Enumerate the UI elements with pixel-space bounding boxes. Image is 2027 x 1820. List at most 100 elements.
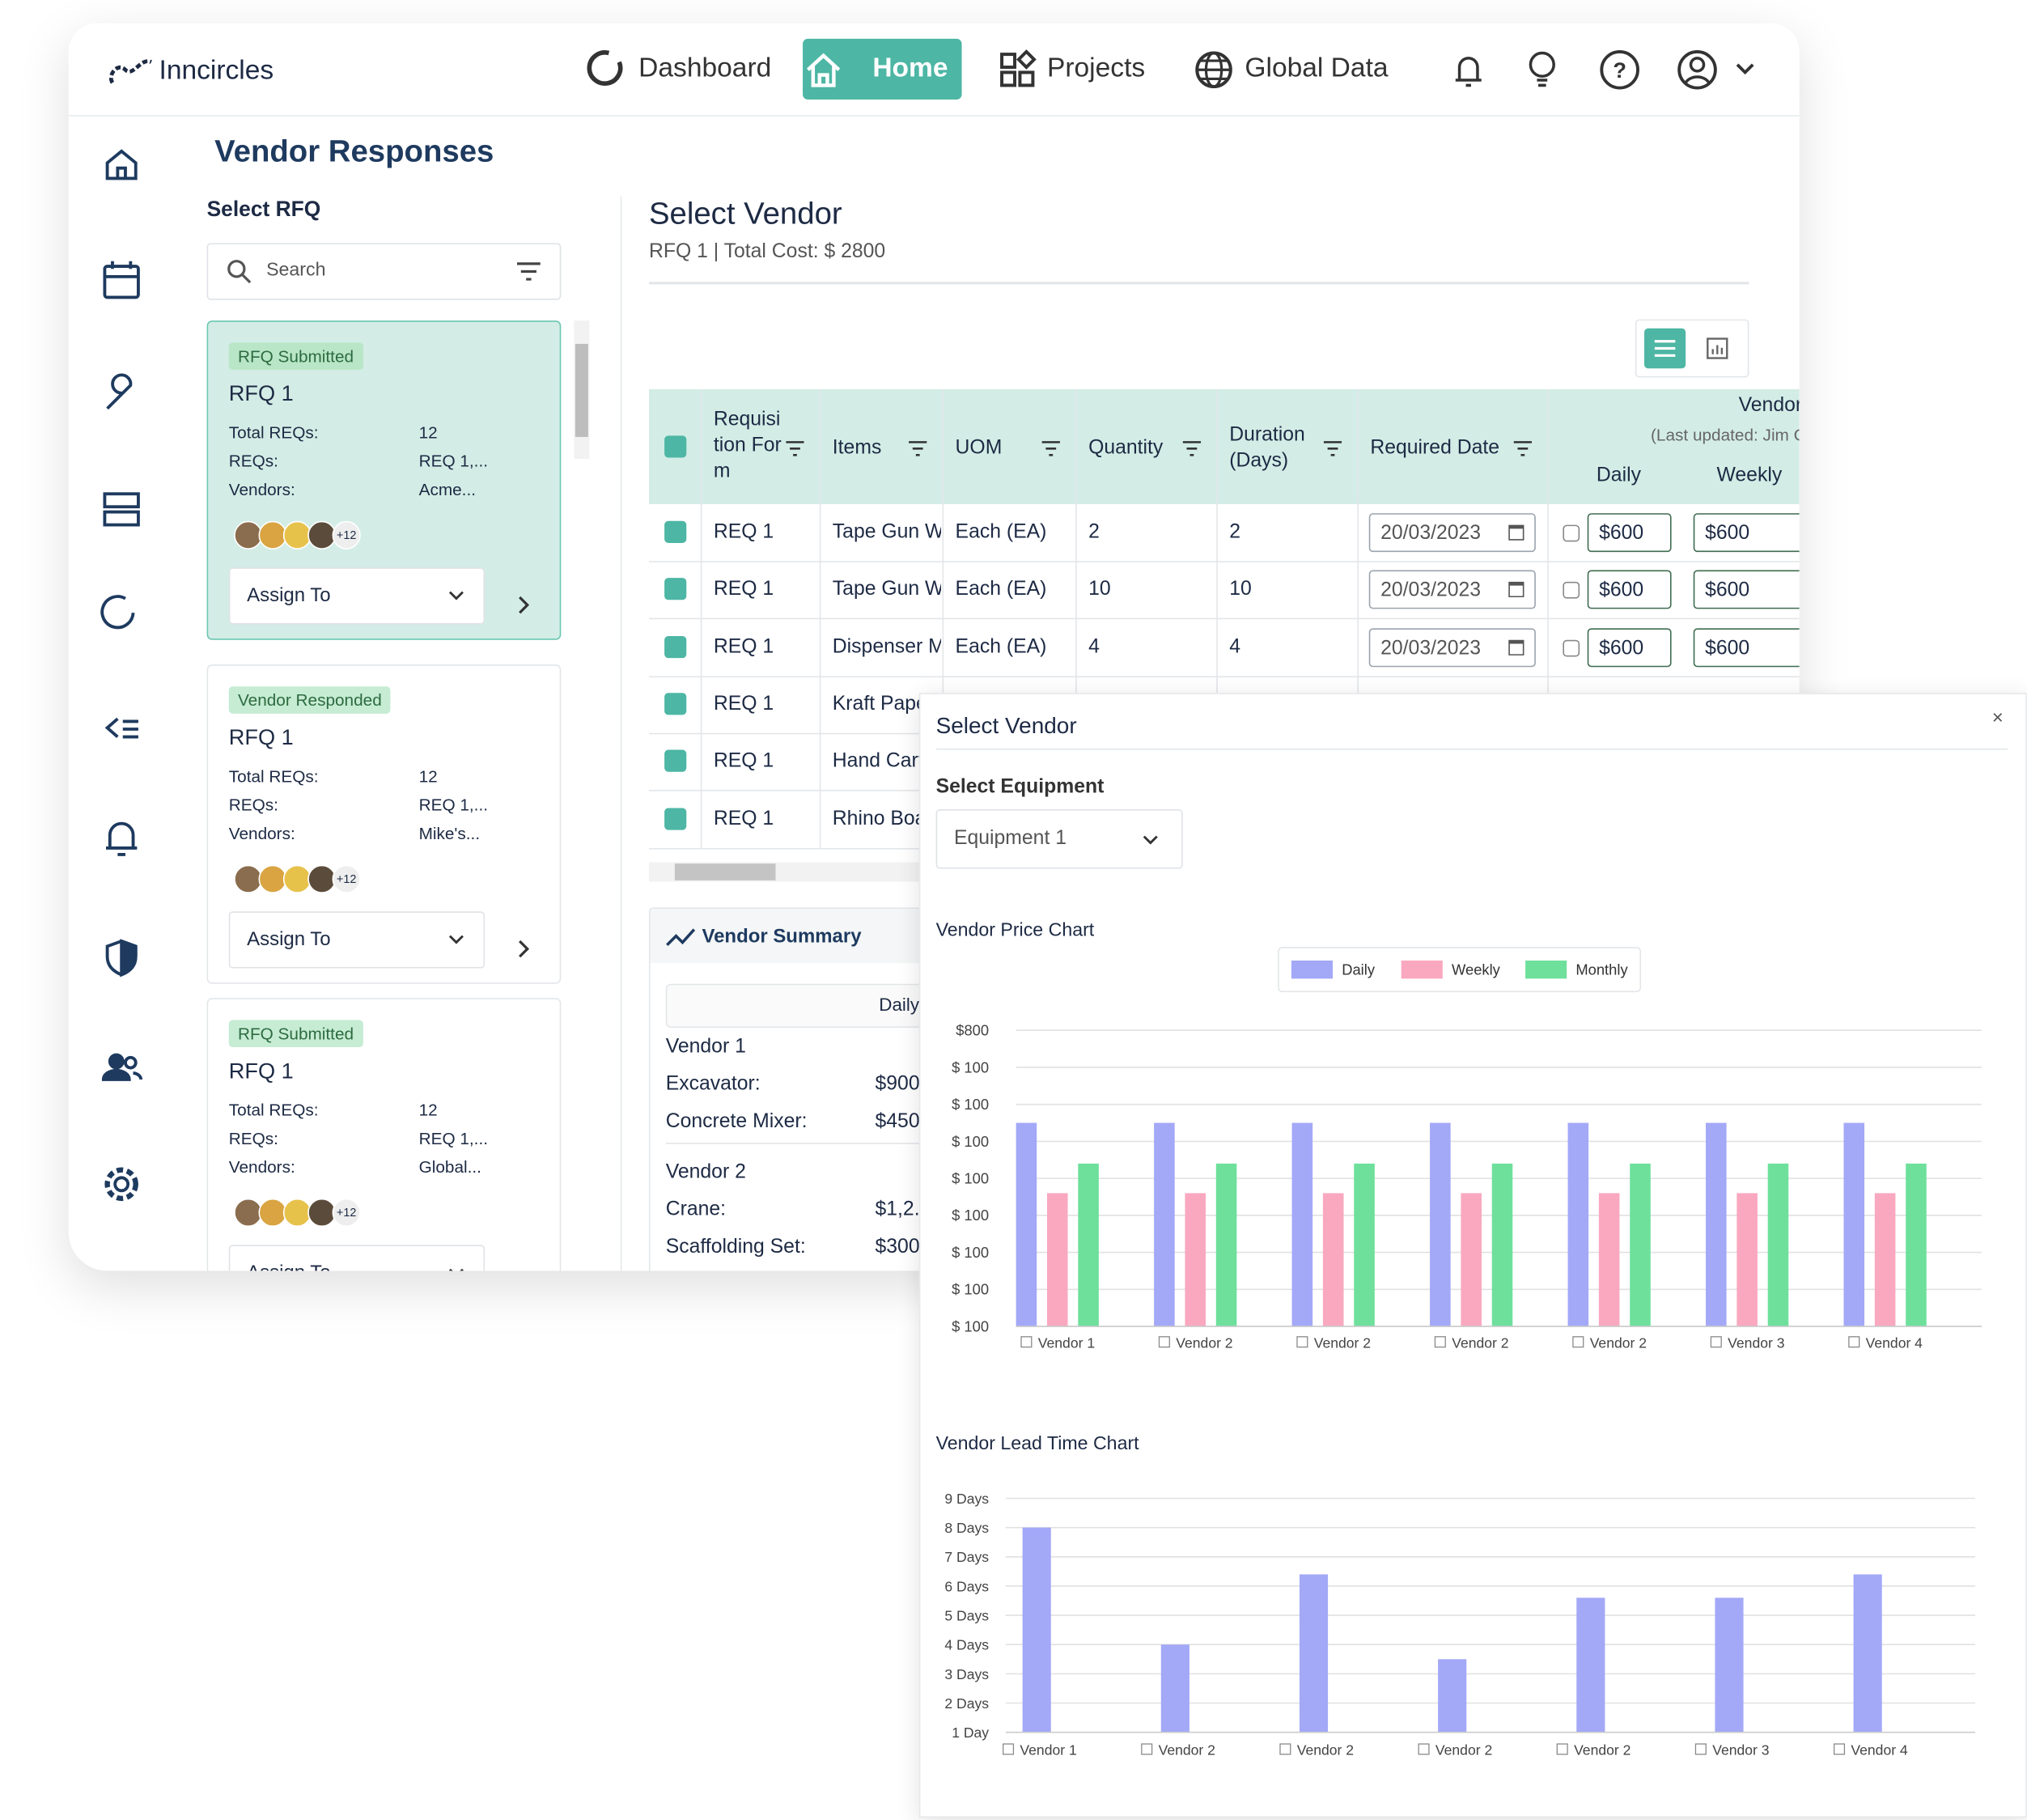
equipment-dropdown[interactable]: Equipment 1 (935, 809, 1183, 869)
nav-item[interactable]: Global Data (1245, 53, 1389, 83)
field-value: 12 (418, 766, 438, 787)
bar (1354, 1163, 1375, 1327)
y-tick-label: 9 Days (944, 1491, 989, 1507)
price-input[interactable]: $600 (1693, 627, 1800, 667)
price-input[interactable]: $600 (1693, 513, 1800, 553)
field-label: Total REQs: (228, 422, 319, 443)
checkbox[interactable] (664, 635, 687, 658)
table-header-bg (648, 388, 1800, 505)
h-scrollbar[interactable] (648, 862, 921, 882)
bar (1706, 1122, 1727, 1327)
next-arrow[interactable] (515, 939, 531, 960)
vendor-summary: Vendor Summary Daily Vendor 1 Excavator: $… (648, 907, 962, 1271)
x-tick-label: Vendor 1 (1020, 1742, 1076, 1758)
field-label: REQs: (228, 451, 278, 471)
field-label: Vendors: (228, 479, 295, 499)
y-tick-label: 6 Days (944, 1578, 989, 1594)
checkbox[interactable] (1563, 582, 1580, 600)
column-header: Duration (Days) (1229, 423, 1305, 473)
price-text: $600 (1705, 636, 1750, 660)
vendor-column-header: Weekly (1716, 464, 1783, 486)
calendar-icon (1508, 524, 1524, 541)
checkbox[interactable] (664, 807, 687, 829)
date-text: 20/03/2023 (1380, 522, 1482, 545)
legend-label: Monthly (1575, 961, 1628, 978)
rfq-card[interactable]: RFQ Submitted RFQ 1 Total REQs: 12 REQs: REQ … (206, 320, 562, 640)
y-tick-label: $ 100 (952, 1317, 989, 1334)
field-value: REQ 1,... (418, 1128, 489, 1148)
price-text: $600 (1599, 522, 1644, 545)
bar (1567, 1122, 1589, 1327)
date-input[interactable]: 20/03/2023 (1368, 627, 1536, 667)
checkbox[interactable] (664, 749, 687, 773)
field-value: 12 (418, 422, 438, 443)
legend-checkbox (1003, 1743, 1015, 1755)
search-box[interactable]: Search (206, 243, 562, 300)
scrollbar[interactable] (574, 320, 590, 460)
assign-dropdown[interactable]: Assign To (228, 911, 486, 969)
bar (1874, 1193, 1896, 1327)
panel-divider (620, 196, 622, 1271)
assign-dropdown[interactable]: Assign To (228, 1245, 486, 1271)
checkbox[interactable] (1563, 639, 1580, 656)
search-icon (227, 260, 252, 284)
date-text: 20/03/2023 (1380, 636, 1482, 660)
legend-checkbox (1833, 1743, 1846, 1755)
nav-item[interactable]: Dashboard (638, 53, 772, 83)
x-tick-label: Vendor 3 (1728, 1334, 1784, 1351)
filter-icon[interactable] (1323, 441, 1342, 456)
price-input[interactable]: $600 (1587, 570, 1672, 609)
price-input[interactable]: $600 (1587, 513, 1672, 553)
bar (1322, 1193, 1344, 1327)
next-arrow[interactable] (515, 595, 531, 616)
filter-icon[interactable] (786, 441, 804, 456)
filter-icon[interactable] (1041, 441, 1060, 456)
legend-checkbox (1848, 1336, 1860, 1348)
close-button[interactable]: × (1991, 706, 2004, 729)
avatar (282, 1198, 312, 1228)
view-toggle[interactable] (1635, 319, 1749, 378)
summary-value: $1,2. (875, 1198, 920, 1221)
svg-text:?: ? (1613, 57, 1626, 83)
chart-view-button[interactable] (1707, 337, 1730, 361)
legend-checkbox (1296, 1336, 1308, 1348)
avatar (307, 520, 337, 549)
avatar (258, 1198, 287, 1228)
x-tick-label: Vendor 3 (1712, 1742, 1769, 1758)
checkbox[interactable] (1563, 524, 1580, 542)
nav-active-bg[interactable] (803, 38, 962, 100)
bar (1737, 1193, 1758, 1327)
rfq-card[interactable]: Vendor Responded RFQ 1 Total REQs: 12 REQs: R… (206, 664, 562, 984)
nav-item[interactable]: Home (872, 53, 948, 83)
calendar-icon (1508, 639, 1524, 655)
rfq-card[interactable]: RFQ Submitted RFQ 1 Total REQs: 12 REQs: REQ … (206, 998, 562, 1271)
nav-icon (1195, 51, 1232, 89)
x-tick-label: Vendor 2 (1435, 1742, 1492, 1758)
assign-dropdown[interactable]: Assign To (228, 567, 486, 625)
list-view-button[interactable] (1644, 328, 1686, 369)
legend-checkbox (1158, 1336, 1170, 1348)
filter-icon[interactable] (1182, 441, 1202, 456)
price-input[interactable]: $600 (1587, 627, 1672, 667)
checkbox[interactable] (664, 693, 687, 715)
filter-icon[interactable] (909, 441, 927, 456)
modal-title: Select Vendor (935, 712, 1077, 739)
checkbox[interactable] (664, 520, 687, 543)
price-input[interactable]: $600 (1693, 570, 1800, 609)
nav-item[interactable]: Projects (1046, 53, 1146, 83)
date-input[interactable]: 20/03/2023 (1368, 513, 1536, 553)
checkbox[interactable] (664, 578, 687, 600)
field-value: Acme... (418, 479, 477, 499)
date-input[interactable]: 20/03/2023 (1368, 570, 1536, 609)
column-header: Quantity (1088, 436, 1164, 460)
filter-icon[interactable] (1513, 441, 1533, 456)
bar (1430, 1122, 1451, 1327)
cell: Each (EA) (955, 578, 1047, 600)
y-tick-label: $ 100 (952, 1170, 989, 1187)
checkbox[interactable] (664, 435, 687, 458)
x-tick-label: Vendor 4 (1866, 1334, 1923, 1351)
avatar (282, 864, 312, 893)
divider (648, 282, 1749, 285)
bar (1767, 1163, 1789, 1327)
